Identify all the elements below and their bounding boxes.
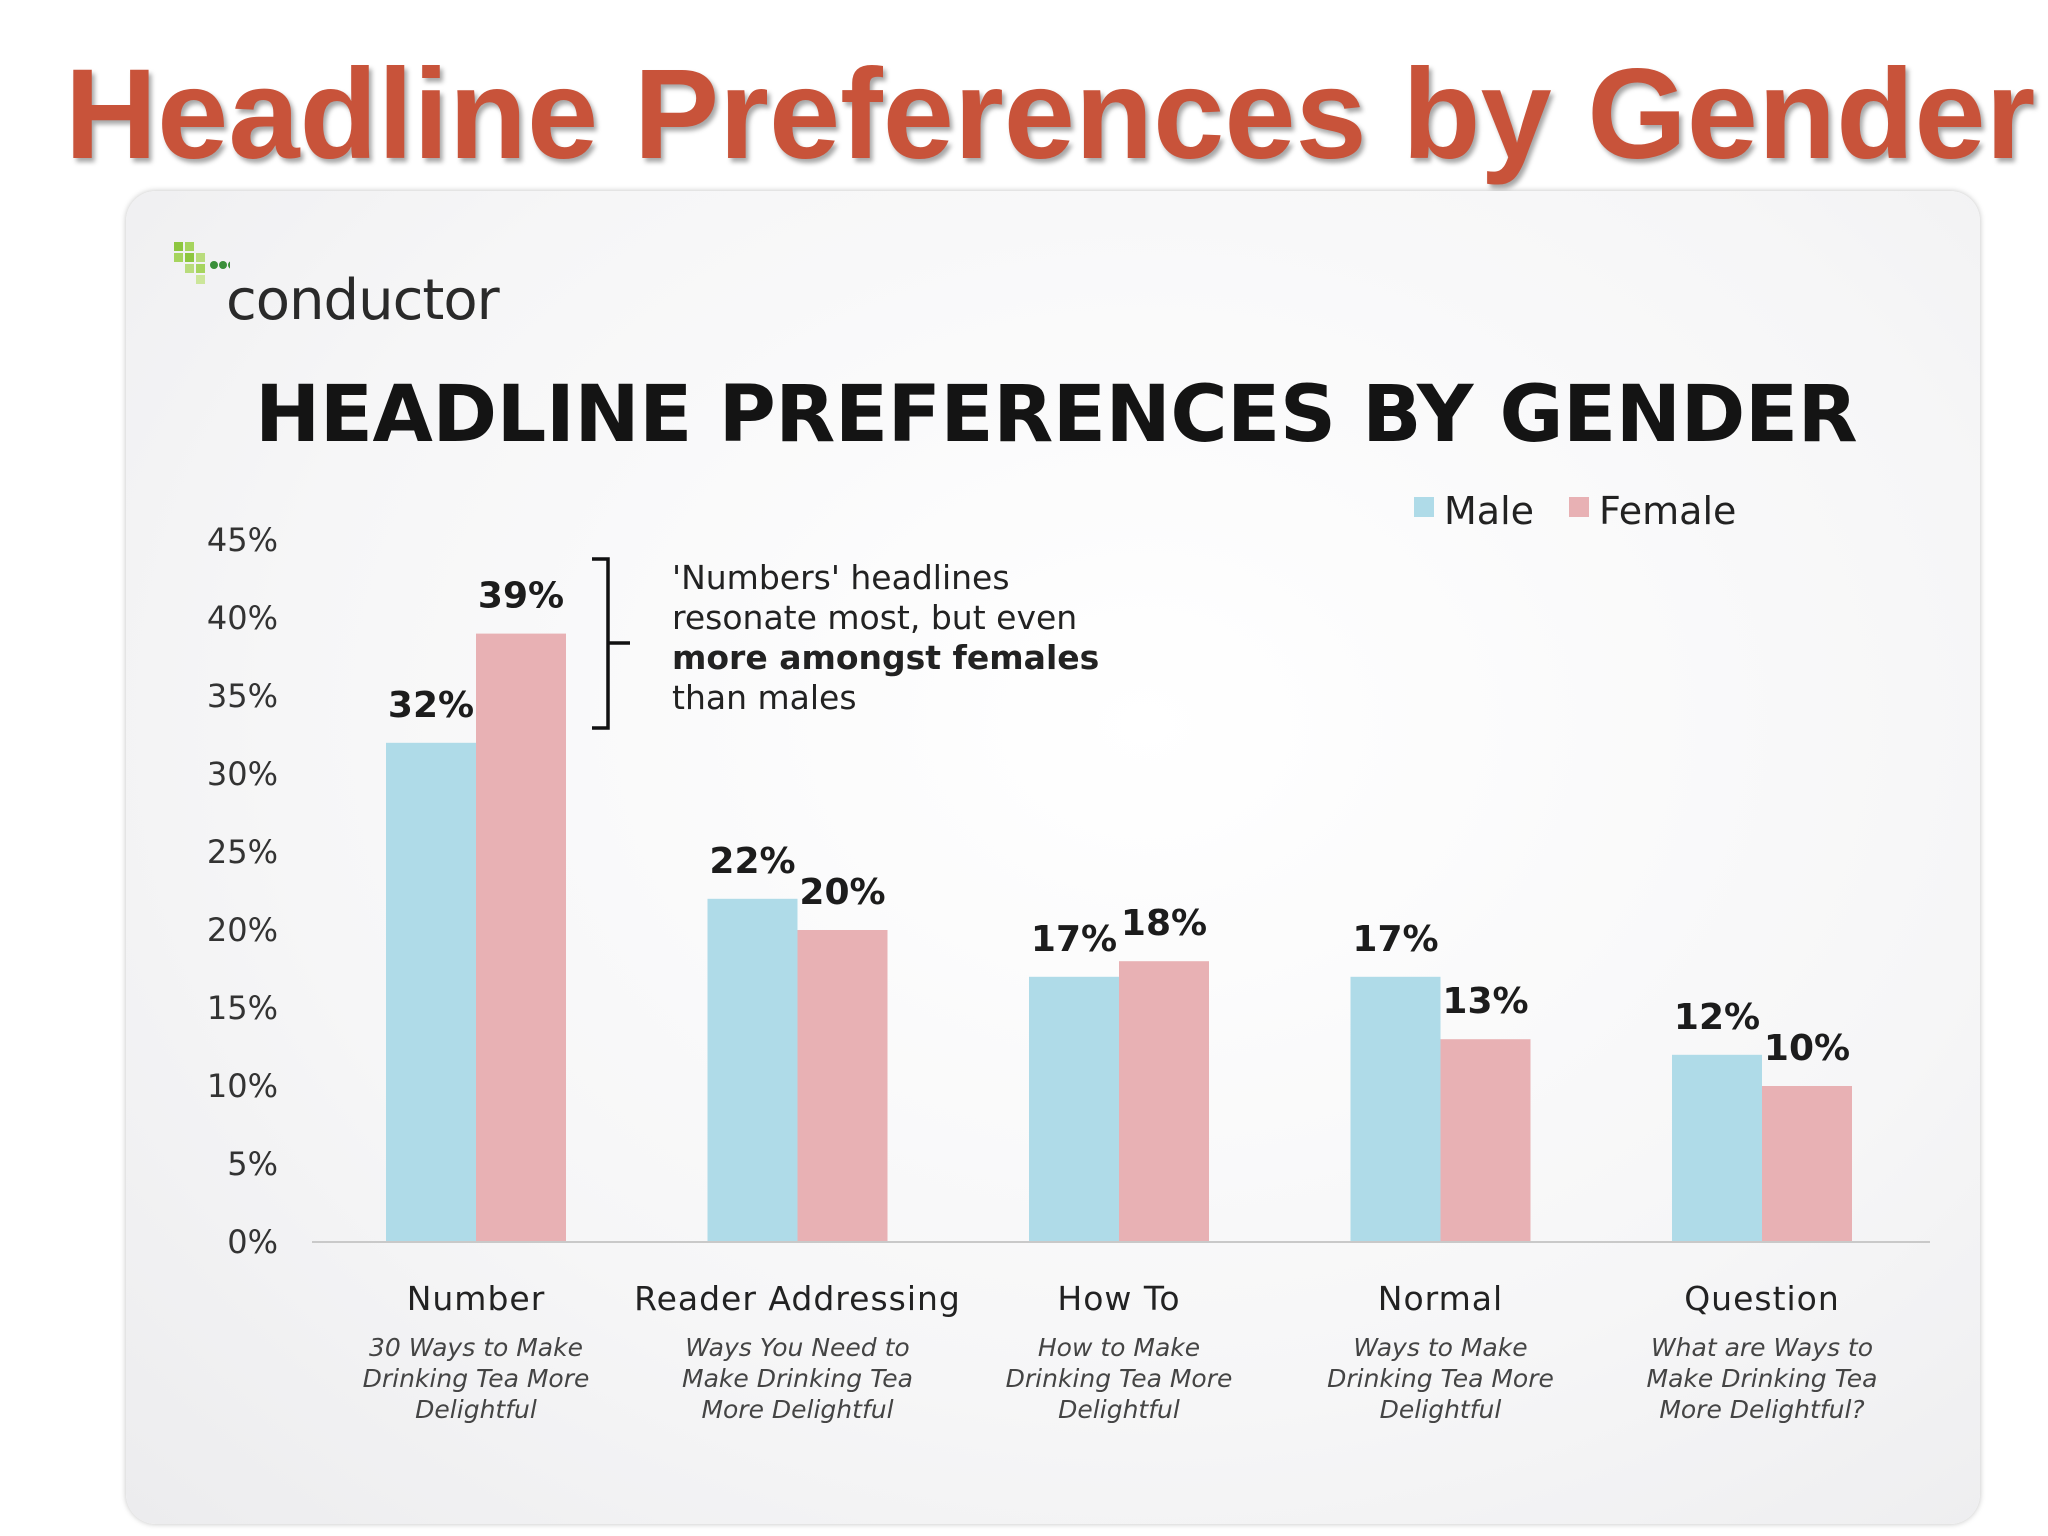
conductor-logo-icon — [174, 242, 230, 284]
annotation-part1: 'Numbers' headlines resonate most, but e… — [672, 558, 1078, 637]
bar-female — [1119, 961, 1209, 1242]
brand-name: conductor — [226, 268, 500, 333]
category-label: Reader Addressing — [634, 1279, 961, 1318]
category-example: Make Drinking Tea — [1647, 1364, 1878, 1393]
bar-female — [476, 633, 566, 1242]
legend-swatch-female — [1569, 497, 1589, 517]
bars — [386, 633, 1852, 1242]
category-example: Ways You Need to — [685, 1333, 909, 1362]
bar-male — [1029, 976, 1119, 1242]
y-tick-label: 0% — [227, 1223, 278, 1261]
y-tick-label: 5% — [227, 1145, 278, 1183]
bar-female — [1762, 1086, 1852, 1242]
y-tick-label: 40% — [207, 599, 278, 637]
category-example: How to Make — [1038, 1333, 1200, 1362]
data-label: 32% — [388, 685, 474, 726]
data-label: 12% — [1674, 997, 1760, 1038]
data-label: 10% — [1764, 1028, 1850, 1069]
bar-labels: 32%39%22%20%17% 18% 17%13% 12%10% — [388, 576, 1850, 1069]
y-tick-label: 30% — [207, 755, 278, 793]
legend-swatch-male — [1414, 497, 1434, 517]
bar-female — [1440, 1039, 1531, 1242]
category-example: Delightful — [1380, 1395, 1502, 1424]
category-label: Number — [407, 1279, 546, 1318]
category-example: Drinking Tea More — [1327, 1364, 1554, 1393]
annotation-text: 'Numbers' headlines resonate most, but e… — [672, 558, 1112, 718]
annotation-bold: more amongst females — [672, 638, 1100, 677]
category-example: Delightful — [415, 1395, 537, 1424]
y-tick-label: 25% — [207, 833, 278, 871]
legend-label: Female — [1599, 489, 1736, 533]
data-label: 17% — [1031, 919, 1117, 960]
slide-title: Headline Preferences by Gender — [64, 43, 2036, 186]
data-label: 13% — [1442, 981, 1528, 1022]
category-example: What are Ways to — [1651, 1333, 1873, 1362]
y-tick-label: 20% — [207, 911, 278, 949]
category-example: More Delightful? — [1659, 1395, 1864, 1424]
data-label: 20% — [799, 872, 885, 913]
category-example: Delightful — [1058, 1395, 1180, 1424]
data-label: 17% — [1352, 919, 1438, 960]
annotation-part2: than males — [672, 678, 857, 717]
data-label: 22% — [709, 841, 795, 882]
bar-female — [797, 930, 888, 1242]
data-label: 39% — [478, 576, 564, 617]
y-axis: 0% 5% 10% 15% 20% 25% 30% 35% 40% 45% — [207, 521, 278, 1261]
bar-male — [1672, 1054, 1762, 1242]
y-tick-label: 15% — [207, 989, 278, 1027]
category-example: Drinking Tea More — [363, 1364, 590, 1393]
category-example: 30 Ways to Make — [369, 1333, 583, 1362]
category-label: Question — [1684, 1279, 1840, 1318]
legend-label: Male — [1444, 489, 1534, 533]
chart-title: HEADLINE PREFERENCES BY GENDER — [255, 370, 1858, 460]
category-example: Make Drinking Tea — [682, 1364, 913, 1393]
y-tick-label: 45% — [207, 521, 278, 559]
y-tick-label: 35% — [207, 677, 278, 715]
bar-male — [707, 898, 798, 1242]
category-label: How To — [1057, 1279, 1180, 1318]
bar-male — [386, 742, 476, 1242]
data-label: 18% — [1121, 903, 1207, 944]
category-example: More Delightful — [701, 1395, 893, 1424]
y-tick-label: 10% — [207, 1067, 278, 1105]
annotation-bracket — [592, 557, 630, 730]
bar-male — [1350, 976, 1441, 1242]
category-label: Normal — [1378, 1279, 1503, 1318]
legend: Male Female — [1414, 489, 1736, 533]
category-example: Drinking Tea More — [1006, 1364, 1233, 1393]
category-example: Ways to Make — [1353, 1333, 1527, 1362]
